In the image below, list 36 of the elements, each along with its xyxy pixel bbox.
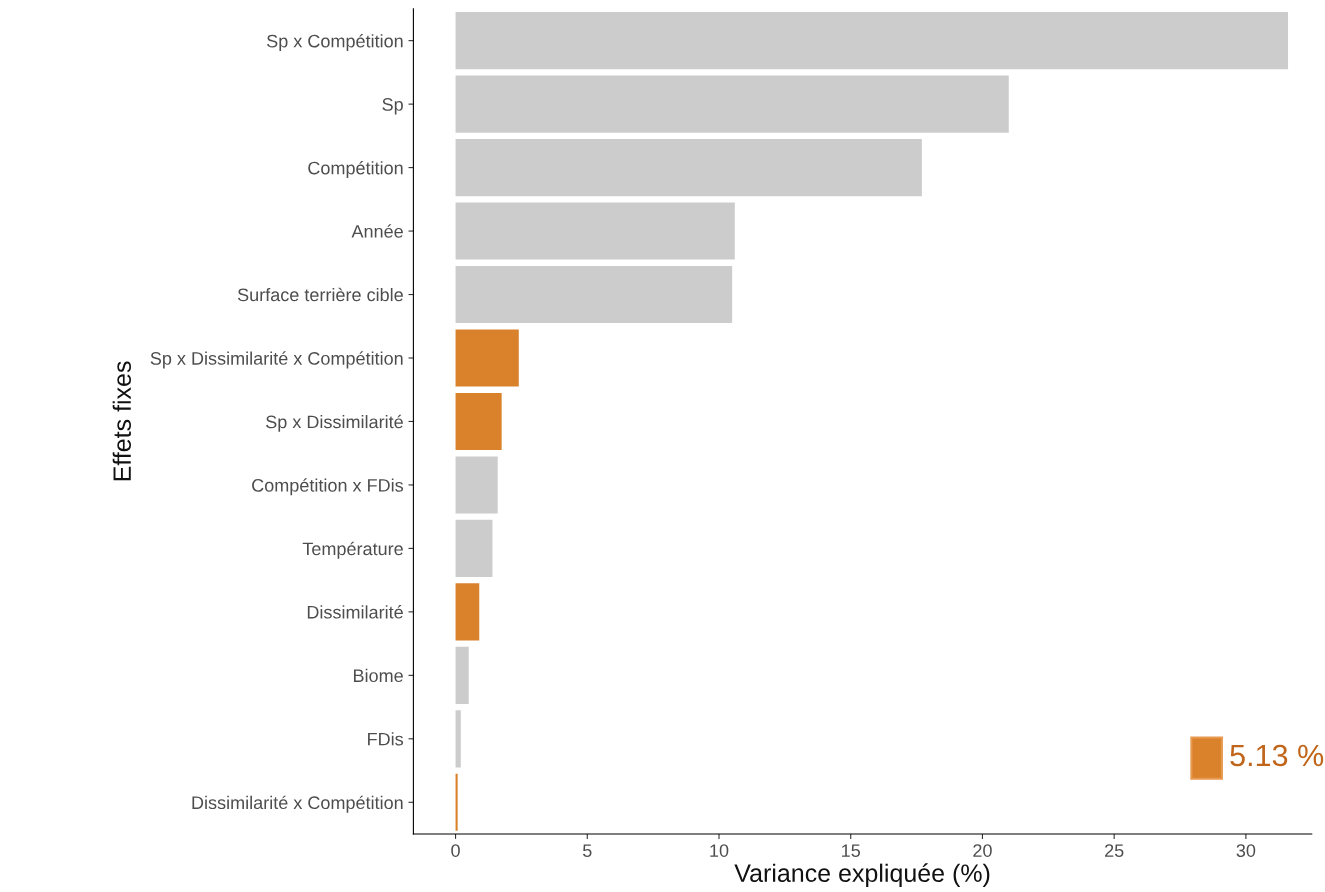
y-tick-label: Sp x Dissimilarité (266, 414, 403, 432)
y-tick-label: Surface terrière cible (237, 287, 403, 302)
x-tick-label: 0 (451, 844, 460, 857)
x-tick-label: 30 (1236, 844, 1256, 857)
x-tick-label: 20 (973, 844, 992, 857)
bar (455, 202, 735, 260)
bar (455, 392, 502, 451)
bar (455, 139, 922, 197)
x-tick-label: 25 (1105, 844, 1124, 857)
y-tick-label: Dissimilarité (307, 605, 403, 619)
y-axis-title: Effets fixes (112, 361, 131, 481)
x-axis-title: Variance expliquée (%) (734, 863, 990, 887)
bar (455, 75, 1009, 133)
bar (455, 519, 493, 577)
bar (455, 710, 461, 768)
y-tick-label: Sp x Dissimilarité x Compétition (150, 351, 403, 369)
y-tick-label: Compétition (308, 160, 403, 178)
y-tick-label: Sp (382, 98, 403, 115)
y-tick-label: Dissimilarité x Compétition (192, 795, 403, 813)
bar (455, 12, 1289, 70)
y-tick-label: Compétition x FDis (252, 478, 404, 496)
y-tick-label: Année (351, 224, 403, 238)
bar (455, 773, 458, 831)
bar (455, 265, 733, 324)
bar (455, 456, 498, 514)
x-tick-label: 5 (582, 844, 592, 857)
x-tick-label: 10 (710, 844, 729, 857)
x-tick-label: 15 (842, 844, 861, 857)
y-tick-label: Sp x Compétition (267, 34, 403, 52)
bar (455, 583, 480, 641)
annotation: 5.13 % (1230, 744, 1324, 767)
y-tick-label: FDis (368, 732, 404, 746)
y-tick-label: Température (302, 541, 403, 559)
bar (455, 646, 469, 704)
bar (455, 329, 519, 387)
y-tick-label: Biome (353, 668, 403, 683)
